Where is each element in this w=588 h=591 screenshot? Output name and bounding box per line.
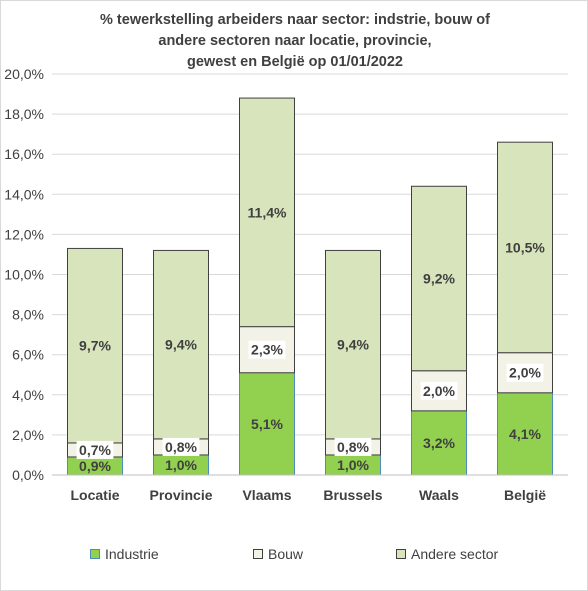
legend-swatch-bouw: [253, 549, 263, 559]
data-label: 9,7%: [79, 338, 111, 354]
y-tick-label: 14,0%: [4, 186, 44, 202]
legend-item-bouw: Bouw: [253, 546, 303, 562]
y-tick-label: 0,0%: [12, 467, 44, 483]
y-tick-label: 8,0%: [12, 307, 44, 323]
bar-segment-industrie: [497, 392, 553, 476]
legend-swatch-industrie: [90, 549, 100, 559]
data-label: 2,3%: [251, 342, 283, 358]
data-label: 11,4%: [248, 204, 287, 220]
bar-segment-andere-sector: [497, 141, 553, 354]
data-label-bg: [506, 363, 544, 382]
x-category-label: Provincie: [149, 487, 212, 503]
data-label-bg: [334, 437, 372, 456]
data-label: 9,4%: [165, 337, 197, 353]
data-label-bg: [76, 440, 114, 459]
data-label: 1,0%: [165, 457, 197, 473]
data-label-bg: [248, 340, 286, 359]
data-label: 0,9%: [79, 458, 111, 474]
legend-label-bouw: Bouw: [268, 546, 304, 562]
data-label: 2,0%: [509, 365, 541, 381]
data-label-bg: [162, 437, 200, 456]
legend-item-industrie: Industrie: [90, 546, 159, 562]
data-label: 0,8%: [337, 439, 369, 455]
data-label: 4,1%: [509, 426, 541, 442]
y-tick-label: 12,0%: [4, 226, 44, 242]
gridlines: [52, 73, 568, 476]
data-label: 9,4%: [337, 337, 369, 353]
bar-segment-andere-sector: [239, 97, 295, 328]
chart-title-line-1: % tewerkstelling arbeiders naar sector: …: [100, 12, 490, 28]
y-tick-label: 16,0%: [4, 146, 44, 162]
legend-label-andere-sector: Andere sector: [411, 546, 499, 562]
data-label: 10,5%: [505, 239, 545, 255]
x-category-label: België: [504, 487, 546, 503]
data-labels: 0,9%0,7% 9,7% 1,0% 0,8% 9,4% 5,1% 2,3% 11,4% 1,0…: [76, 204, 545, 474]
data-label: 0,8%: [165, 439, 197, 455]
legend-label-industrie: Industrie: [105, 546, 159, 562]
chart-title: % tewerkstelling arbeiders naar sector: …: [40, 10, 550, 73]
x-category-label: Waals: [419, 487, 459, 503]
y-tick-label: 2,0%: [12, 427, 44, 443]
x-category-label: Brussels: [323, 487, 382, 503]
data-label-bg: [420, 381, 458, 400]
y-tick-label: 20,0%: [4, 66, 44, 82]
y-tick-label: 18,0%: [4, 106, 44, 122]
x-category-label: Vlaams: [242, 487, 291, 503]
legend: Industrie Bouw Andere sector: [0, 546, 588, 566]
y-axis: 0,0% 2,0% 4,0% 6,0% 8,0% 10,0% 12,0% 14,0% 16,0%…: [4, 66, 44, 483]
data-label: 1,0%: [337, 457, 369, 473]
data-label: 3,2%: [423, 435, 455, 451]
y-tick-label: 10,0%: [4, 267, 44, 283]
legend-item-andere-sector: Andere sector: [396, 546, 498, 562]
data-label: 5,1%: [251, 416, 283, 432]
legend-swatch-andere-sector: [396, 549, 406, 559]
y-tick-label: 4,0%: [12, 387, 44, 403]
x-category-label: Locatie: [70, 487, 119, 503]
bar-segment-andere-sector: [411, 185, 467, 372]
x-axis: Locatie Provincie Vlaams Brussels Waals Belgi…: [52, 474, 568, 503]
chart-title-line-3: gewest en België op 01/01/2022: [187, 54, 403, 70]
y-tick-label: 6,0%: [12, 347, 44, 363]
data-label: 9,2%: [423, 271, 455, 287]
chart-title-line-2: andere sectoren naar locatie, provincie,: [158, 33, 432, 49]
data-label: 2,0%: [423, 383, 455, 399]
data-label: 0,7%: [79, 442, 111, 458]
